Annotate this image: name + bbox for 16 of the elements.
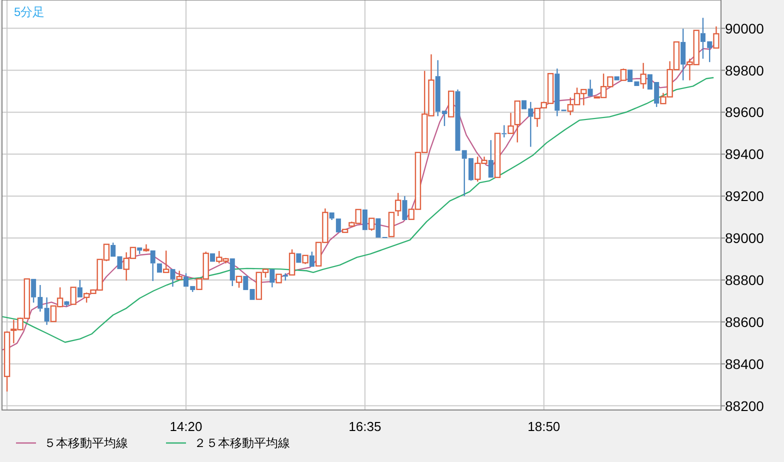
y-tick-label: 89200 — [725, 188, 764, 204]
legend-label: ５本移動平均線 — [44, 436, 128, 450]
y-tick-label: 88800 — [725, 272, 764, 288]
text: 5分足 — [14, 5, 45, 19]
y-tick-label: 88200 — [725, 398, 764, 414]
y-tick-label: 89600 — [725, 104, 764, 120]
x-tick-label: 14:20 — [170, 419, 202, 434]
y-tick-label: 89800 — [725, 62, 764, 78]
x-tick-label: 18:50 — [528, 419, 560, 434]
y-tick-label: 88600 — [725, 314, 764, 330]
legend-label: ２５本移動平均線 — [194, 436, 290, 450]
y-tick-label: 89000 — [725, 230, 764, 246]
y-tick-label: 90000 — [725, 20, 764, 36]
y-tick-label: 89400 — [725, 146, 764, 162]
y-tick-label: 88400 — [725, 356, 764, 372]
x-tick-label: 16:35 — [348, 419, 382, 434]
